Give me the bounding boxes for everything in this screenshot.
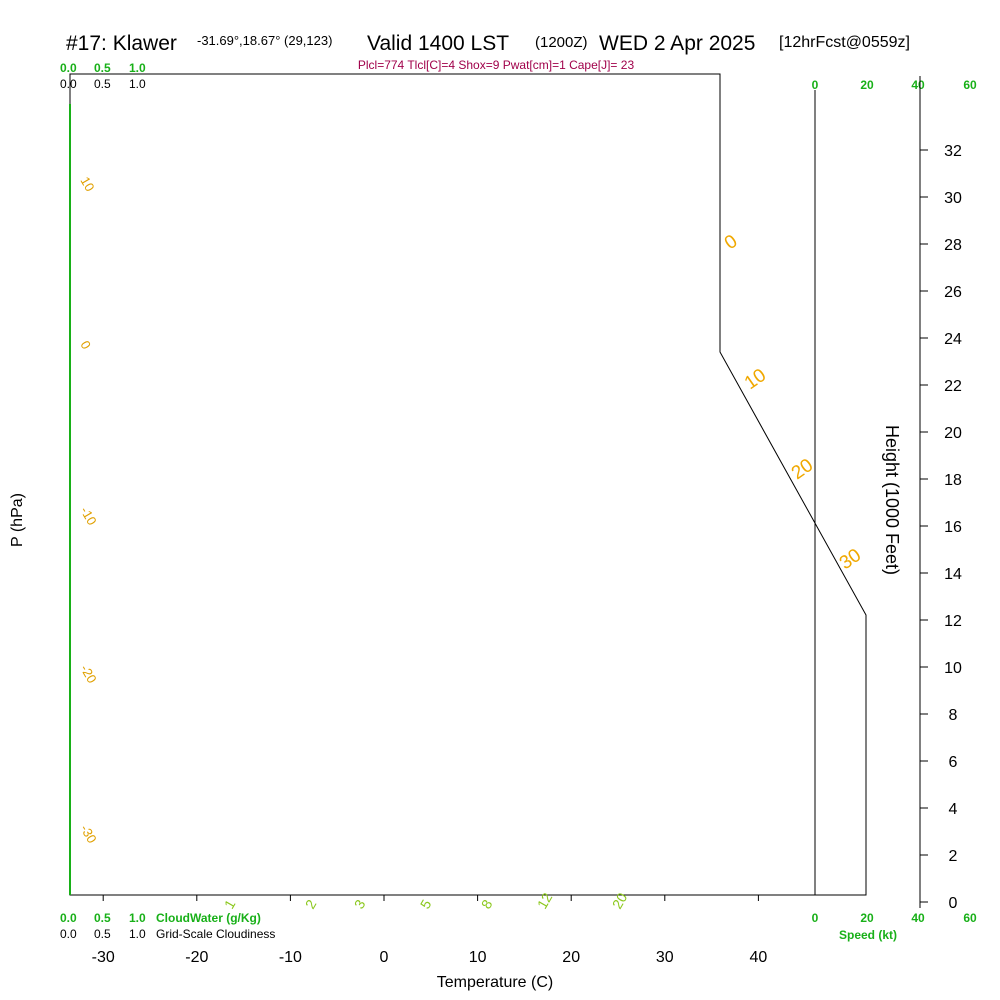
- dry-adiabat-label: 0: [77, 338, 94, 352]
- x-axis-label: Temperature (C): [437, 974, 553, 991]
- height-axis-label: Height (1000 Feet): [882, 425, 902, 575]
- height-tick-32: 32: [944, 143, 962, 160]
- temp-tick-0: 0: [380, 949, 389, 966]
- mixing-ratio-label: 8: [478, 897, 496, 912]
- height-tick-28: 28: [944, 237, 962, 254]
- height-tick-2: 2: [949, 848, 958, 865]
- speed-bottom-40: 40: [911, 911, 925, 925]
- height-tick-10: 10: [944, 660, 962, 677]
- forecast-date: WED 2 Apr 2025: [599, 32, 755, 55]
- temp-tick--10: -10: [279, 949, 302, 966]
- height-tick-8: 8: [949, 707, 958, 724]
- height-tick-6: 6: [949, 754, 958, 771]
- plot-frame: [69, 73, 867, 896]
- temp-tick--30: -30: [92, 949, 115, 966]
- cloudiness-top-1: 1.0: [129, 77, 146, 91]
- speed-bottom-0: 0: [812, 911, 819, 925]
- mixing-ratio-label: 1: [221, 897, 239, 912]
- height-tick-30: 30: [944, 190, 962, 207]
- height-tick-22: 22: [944, 378, 962, 395]
- cloud-top-0: 0.0: [60, 61, 77, 75]
- temp-tick-20: 20: [562, 949, 580, 966]
- height-tick-24: 24: [944, 331, 962, 348]
- mixing-ratio-label: 12: [534, 890, 556, 912]
- station-title: #17: Klawer: [66, 32, 177, 55]
- temp-tick--20: -20: [185, 949, 208, 966]
- speed-label: Speed (kt): [839, 928, 897, 942]
- temp-tick-10: 10: [469, 949, 487, 966]
- dry-adiabat-label: -10: [77, 504, 99, 528]
- cloudiness-bottom-1: 1.0: [129, 927, 146, 941]
- mixing-ratio-label: 5: [417, 897, 435, 912]
- speed-bottom-20: 20: [860, 911, 874, 925]
- height-tick-20: 20: [944, 425, 962, 442]
- cloud-bottom-1: 1.0: [129, 911, 146, 925]
- station-coords: -31.69°,18.67° (29,123): [197, 33, 332, 48]
- temp-tick-30: 30: [656, 949, 674, 966]
- cloudiness-bottom-05: 0.5: [94, 927, 111, 941]
- axes: 100-10-20-300102030123581220250300400500…: [77, 76, 962, 966]
- dry-adiabat-label: -20: [77, 662, 99, 686]
- moist-adiabat-label: 0: [721, 231, 742, 254]
- speed-top-60: 60: [963, 78, 977, 92]
- dry-adiabat-label: 10: [77, 174, 97, 194]
- height-tick-4: 4: [949, 801, 958, 818]
- cloud-bottom-05: 0.5: [94, 911, 111, 925]
- moist-adiabat-label: 20: [788, 455, 817, 484]
- height-tick-12: 12: [944, 613, 962, 630]
- moist-adiabat-label: 10: [741, 365, 770, 394]
- cloudiness-bottom-0: 0.0: [60, 927, 77, 941]
- moist-adiabat-label: 30: [836, 545, 865, 574]
- mixing-ratio-label: 2: [302, 897, 320, 912]
- y-axis-label: P (hPa): [9, 493, 26, 547]
- speed-top-20: 20: [860, 78, 874, 92]
- speed-bottom-60: 60: [963, 911, 977, 925]
- sounding-params: Plcl=774 Tlcl[C]=4 Shox=9 Pwat[cm]=1 Cap…: [358, 58, 635, 72]
- cloudiness-top-0: 0.0: [60, 77, 77, 91]
- height-tick-16: 16: [944, 519, 962, 536]
- forecast-info: [12hrFcst@0559z]: [779, 34, 910, 51]
- height-tick-14: 14: [944, 566, 962, 583]
- cloud-top-05: 0.5: [94, 61, 111, 75]
- speed-top-0: 0: [812, 78, 819, 92]
- height-tick-26: 26: [944, 284, 962, 301]
- cloud-bottom-0: 0.0: [60, 911, 77, 925]
- cloudwater-label: CloudWater (g/Kg): [156, 911, 261, 925]
- mixing-ratio-label: 3: [351, 897, 369, 912]
- speed-top-40: 40: [911, 78, 925, 92]
- temp-tick-40: 40: [750, 949, 768, 966]
- dry-adiabat-label: -30: [77, 822, 99, 846]
- utc-time: (1200Z): [535, 34, 588, 51]
- height-tick-18: 18: [944, 472, 962, 489]
- valid-time: Valid 1400 LST: [367, 32, 509, 55]
- height-tick-0: 0: [949, 895, 958, 912]
- cloudiness-top-05: 0.5: [94, 77, 111, 91]
- cloud-top-1: 1.0: [129, 61, 146, 75]
- mixing-ratio-label: 20: [609, 890, 631, 912]
- background-lines: [69, 73, 867, 896]
- cloudiness-label: Grid-Scale Cloudiness: [156, 927, 275, 941]
- wind-panel: [814, 90, 866, 896]
